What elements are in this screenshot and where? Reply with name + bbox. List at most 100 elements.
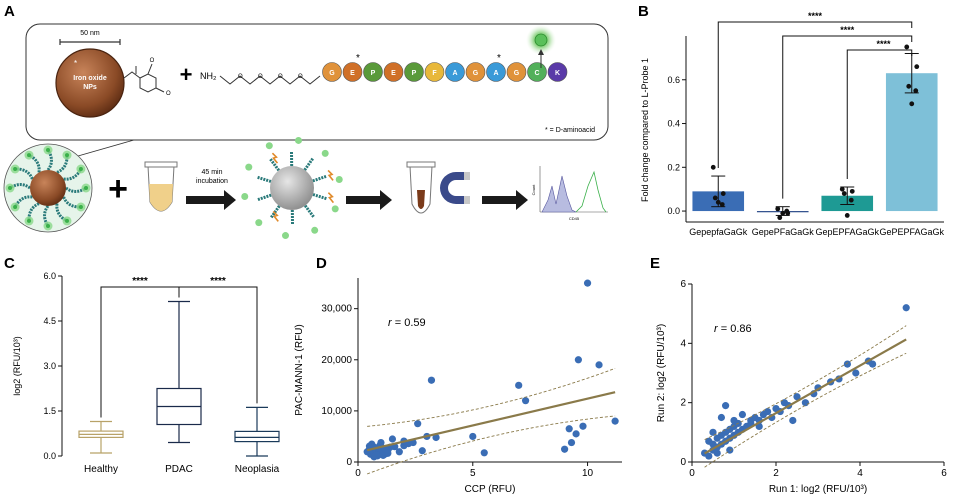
data-point [738,410,747,419]
peptide-strand [312,193,327,201]
peptide-residue [445,62,465,82]
fluorophore-core [8,186,12,190]
data-point [722,402,730,410]
significance-bracket [717,21,913,169]
step-arrow-3 [482,190,528,210]
x-tick-label: Neoplasia [235,464,280,475]
y-tick-label: 6 [680,279,686,290]
significance-label: **** [808,11,823,21]
probe-np-icon [3,143,93,233]
x-tick-label: 0 [689,468,695,479]
released-fluorophore [335,175,343,183]
iron-oxide-np-icon [55,48,125,118]
peptide-residue-label: P [412,70,417,77]
x-tick-label: 10 [582,468,594,479]
regression-line [366,391,616,452]
x-tick-label: GepePFaGaGk [752,227,815,237]
data-point [764,407,772,416]
x-tick-label: 4 [857,468,863,479]
data-point [841,191,847,196]
np-label-2: NPs [83,84,97,91]
y-axis-label: log2 (RFU/10³) [12,336,22,396]
data-point [567,438,576,447]
significance-label: **** [876,39,891,49]
peptide-residue [465,62,486,82]
fluorophore-core [46,148,50,152]
bar [885,73,938,212]
peptide-residue [363,62,383,82]
panel-letter-a: A [4,3,15,20]
data-point [904,44,910,50]
significance-bracket [178,286,258,404]
peptide-residue-label: C [534,70,539,77]
data-point [730,416,738,425]
data-point [611,417,619,425]
peptide-strand [257,193,272,202]
sample-tube-icon [144,161,178,212]
released-fluorophore [311,226,319,234]
fluorophore-core [84,186,88,190]
peptide-residue-label: P [371,70,376,77]
data-point [521,397,530,405]
peptide-residue-label: E [350,70,355,77]
x-tick-label: GePEPFAGaGk [879,227,944,237]
data-point [906,83,912,89]
x-axis-label: Run 1: log2 (RFU/10³) [769,484,867,495]
chart-d: 0 5 10 0 10,000 20,000 30,000 CCP (RFU) PAC-MANN… [294,278,622,495]
step-arrow-1 [186,190,236,210]
y-tick-label: 2 [680,398,686,409]
panel-letter-e: E [650,255,660,272]
data-point [710,164,716,170]
confidence-band-upper [704,325,907,441]
chart-b: 0.0 0.2 0.4 0.6 Fold change compared to L-Pr… [640,11,945,237]
step-arrow-2 [346,190,392,210]
x-tick-label: PDAC [165,464,193,475]
data-point [844,213,850,218]
peptide-residue-label: A [493,70,498,77]
y-axis-label: Run 2: log2 (RFU/10³) [656,324,667,422]
data-point [561,445,569,453]
box [234,430,280,443]
fluorophore-core [65,218,69,223]
data-point [427,376,436,384]
released-fluorophore [295,136,303,144]
confidence-band-lower [704,352,907,468]
np-label-1: Iron oxide [73,75,107,82]
cleaved-probe-np-icon [241,136,343,240]
data-point [565,425,573,433]
y-tick-label: 4 [680,338,686,349]
significance-label: **** [210,276,226,287]
x-tick-label: GepEPFAGaGk [815,227,879,237]
y-tick-label: 1.5 [43,406,56,416]
peptide-residue [404,62,424,82]
scale-bar-label: 50 nm [80,30,100,37]
data-point [715,199,721,205]
data-point [793,393,801,401]
panel-letter-b: B [638,3,649,20]
data-point [713,449,721,457]
y-tick-label: 0.0 [43,451,56,461]
peptide-residue-label: G [514,70,520,77]
peptide-residue [424,62,445,82]
data-point [372,451,380,459]
data-point [780,210,786,216]
protease-cut-icon [272,210,279,222]
released-fluorophore [265,142,273,150]
data-point [418,447,426,455]
y-tick-label: 0.6 [667,75,680,85]
peptide-residue [547,62,568,82]
data-point [914,64,920,70]
fluorophore-core [46,224,50,228]
flow-xlabel: CD45 [569,216,580,221]
data-point [784,208,790,214]
released-fluorophore [241,193,249,201]
data-point [384,449,392,457]
data-point [902,304,910,312]
d-aminoacid-note: * = D-aminoacid [545,127,595,134]
x-tick-label: 0 [355,468,361,479]
data-point [869,360,877,368]
y-tick-label: 20,000 [321,355,352,366]
peptide-residue-label: K [555,70,560,77]
